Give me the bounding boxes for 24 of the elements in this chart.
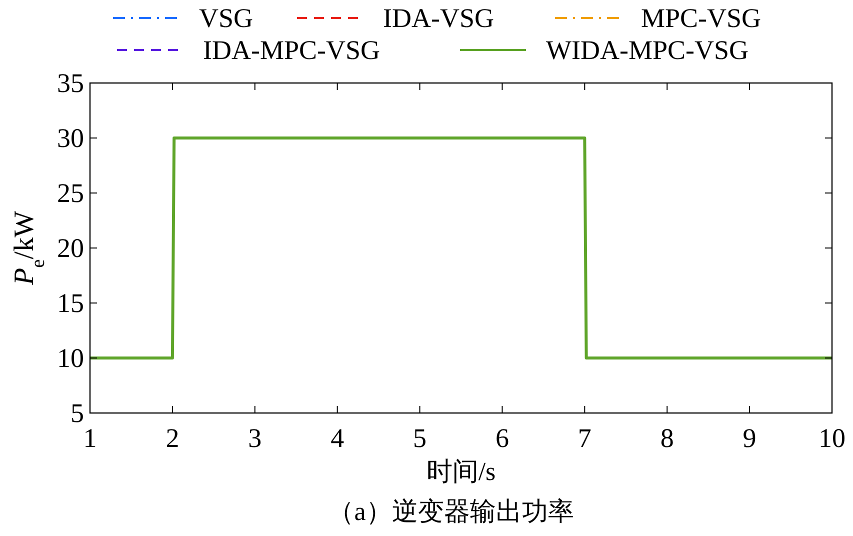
- x-tick-label: 8: [660, 423, 674, 453]
- legend-label: VSG: [199, 3, 254, 33]
- y-tick-label: 25: [57, 178, 84, 208]
- x-tick-label: 2: [166, 423, 180, 453]
- y-tick-label: 35: [57, 68, 84, 98]
- x-tick-label: 9: [742, 423, 756, 453]
- x-axis-title: 时间/s: [426, 457, 496, 486]
- x-tick-label: 1: [83, 423, 97, 453]
- legend-label: MPC-VSG: [641, 3, 762, 33]
- y-tick-label: 10: [57, 343, 84, 373]
- legend-label: IDA-MPC-VSG: [203, 35, 380, 65]
- x-tick-label: 7: [578, 423, 592, 453]
- legend-label: IDA-VSG: [383, 3, 494, 33]
- text: （a）逆变器输出功率: [328, 497, 574, 526]
- y-tick-label: 30: [57, 123, 84, 153]
- x-tick-label: 6: [495, 423, 509, 453]
- y-tick-label: 20: [57, 233, 84, 263]
- y-tick-label: 5: [70, 398, 84, 428]
- x-tick-label: 10: [818, 423, 846, 453]
- x-tick-label: 3: [248, 423, 262, 453]
- legend-label: WIDA-MPC-VSG: [546, 35, 748, 65]
- x-tick-label: 4: [330, 423, 345, 453]
- x-tick-label: 5: [413, 423, 427, 453]
- y-tick-label: 15: [57, 288, 84, 318]
